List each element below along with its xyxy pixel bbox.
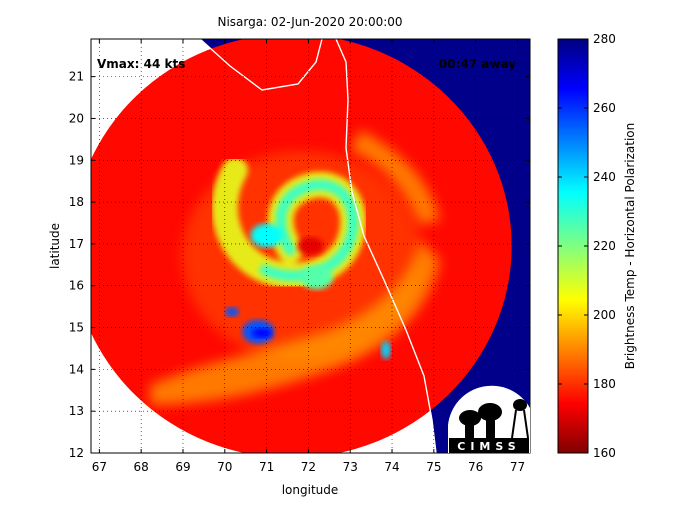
y-tick-label: 12 xyxy=(69,446,84,460)
coastline xyxy=(199,39,437,453)
colorbar-tick-label: 260 xyxy=(593,101,616,115)
y-tick-label: 16 xyxy=(69,279,84,293)
convective-cell-west xyxy=(225,307,239,317)
brightness-temp-swath xyxy=(91,39,530,453)
logo-tower-tank xyxy=(513,399,527,411)
y-tick-label: 14 xyxy=(69,362,84,376)
y-tick-label: 13 xyxy=(69,404,84,418)
x-tick-label: 75 xyxy=(426,460,441,474)
logo-tower-leg-left xyxy=(511,409,517,439)
y-tick-label: 20 xyxy=(69,111,84,125)
colorbar-tick-label: 200 xyxy=(593,308,616,322)
outer-band-east xyxy=(350,130,440,225)
colorbar xyxy=(557,38,589,454)
chart-title: Nisarga: 02-Jun-2020 20:00:00 xyxy=(217,15,402,29)
convective-cell-coast xyxy=(381,341,391,359)
x-tick-label: 68 xyxy=(134,460,149,474)
x-tick-label: 70 xyxy=(217,460,232,474)
colorbar-tick-label: 280 xyxy=(593,32,616,46)
logo-head-left xyxy=(459,410,481,426)
x-tick-label: 69 xyxy=(175,460,190,474)
colorbar-label: Brightness Temp - Horizontal Polarizatio… xyxy=(623,123,637,370)
logo-body-left xyxy=(465,424,474,438)
colorbar-tick-label: 160 xyxy=(593,446,616,460)
cimss-logo: CIMSS xyxy=(448,385,530,453)
x-tick-label: 77 xyxy=(510,460,525,474)
vmax-annotation: Vmax: 44 kts xyxy=(97,57,185,71)
y-tick-label: 18 xyxy=(69,195,84,209)
logo-head-right xyxy=(478,403,502,421)
x-tick-label: 71 xyxy=(259,460,274,474)
logo-text-bar xyxy=(449,438,529,453)
axis-ticks: 67 68 69 70 71 72 73 74 75 76 77 12 13 14 15 16 17 18 19 20… xyxy=(69,39,530,474)
x-tick-label: 73 xyxy=(343,460,358,474)
y-tick-label: 19 xyxy=(69,153,84,167)
feature-eye xyxy=(297,237,324,255)
logo-body-right xyxy=(486,419,495,438)
colorbar-tick-label: 180 xyxy=(593,377,616,391)
convective-cell-south xyxy=(252,328,272,338)
away-annotation: 00:47 away xyxy=(439,57,516,71)
logo-text: CIMSS xyxy=(457,440,520,453)
y-tick-label: 17 xyxy=(69,237,84,251)
y-tick-label: 15 xyxy=(69,321,84,335)
x-tick-label: 72 xyxy=(301,460,316,474)
colorbar-tick-label: 240 xyxy=(593,170,616,184)
plot-frame xyxy=(90,38,531,454)
y-tick-label: 21 xyxy=(69,70,84,84)
colorbar-ticks: 160 180 200 220 240 260 280 xyxy=(558,32,616,460)
feature-southern-rainband xyxy=(300,265,333,290)
x-tick-label: 76 xyxy=(468,460,483,474)
plot-area xyxy=(91,39,530,453)
x-tick-label: 67 xyxy=(92,460,107,474)
outer-band-south xyxy=(150,240,440,405)
logo-tower-leg-right xyxy=(523,409,529,439)
x-tick-label: 74 xyxy=(384,460,399,474)
colorbar-tick-label: 220 xyxy=(593,239,616,253)
x-axis-label: longitude xyxy=(282,483,339,497)
grid-lines xyxy=(91,39,530,453)
y-axis-label: latitude xyxy=(48,223,62,269)
